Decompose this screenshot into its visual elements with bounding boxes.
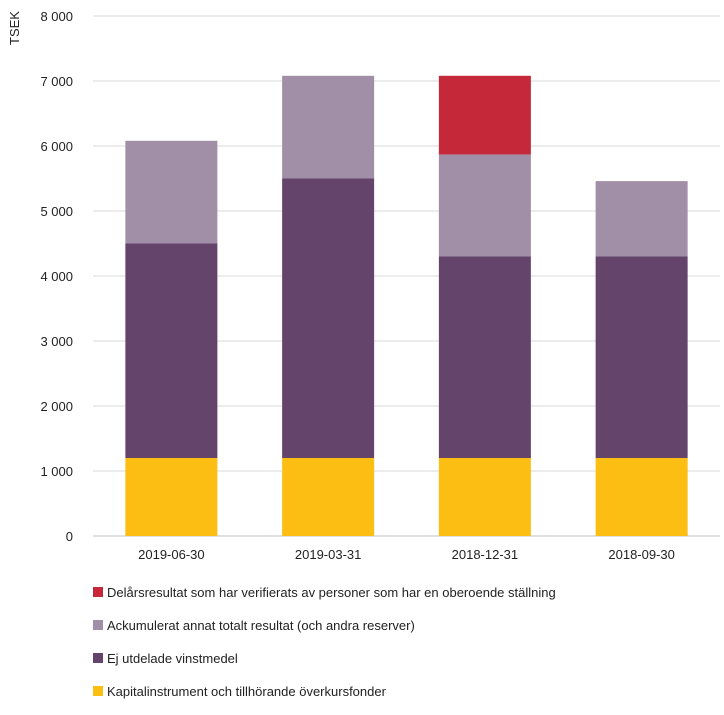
x-tick-label: 2019-03-31 (295, 547, 362, 562)
stacked-bar-chart: 0 1 000 2 000 3 000 4 000 5 000 6 000 7 000 8 00… (7, 9, 720, 562)
bars (125, 75, 688, 536)
bar-segment (438, 458, 531, 536)
bar-segment (595, 458, 688, 536)
y-tick-label: 7 000 (40, 74, 73, 89)
bar-segment (125, 243, 218, 458)
x-tick-label: 2018-09-30 (608, 547, 675, 562)
bar-segment (125, 140, 218, 244)
x-axis-ticks: 2019-06-30 2019-03-31 2018-12-31 2018-09-30 (138, 547, 675, 562)
bar-segment (438, 75, 531, 155)
legend-swatch (93, 686, 103, 696)
bar-segment (595, 181, 688, 257)
legend: Delårsresultat som har verifierats av pe… (93, 583, 556, 715)
legend-item: Ej utdelade vinstmedel (93, 649, 556, 667)
bar-segment (595, 256, 688, 458)
y-tick-label: 6 000 (40, 139, 73, 154)
bar-segment (438, 154, 531, 257)
legend-swatch (93, 620, 103, 630)
legend-swatch (93, 653, 103, 663)
y-tick-label: 8 000 (40, 9, 73, 24)
y-axis-ticks: 0 1 000 2 000 3 000 4 000 5 000 6 000 7 000 8 00… (40, 9, 73, 544)
y-tick-label: 2 000 (40, 399, 73, 414)
legend-label: Kapitalinstrument och tillhörande överku… (107, 683, 386, 699)
legend-item: Ackumulerat annat totalt resultat (och a… (93, 616, 556, 634)
legend-label: Ej utdelade vinstmedel (107, 650, 238, 666)
x-tick-label: 2018-12-31 (452, 547, 519, 562)
y-tick-label: 0 (66, 529, 73, 544)
bar-segment (282, 178, 375, 458)
legend-item: Kapitalinstrument och tillhörande överku… (93, 682, 556, 700)
bar-segment (125, 458, 218, 536)
y-axis-label: TSEK (7, 11, 22, 45)
x-tick-label: 2019-06-30 (138, 547, 205, 562)
legend-label: Delårsresultat som har verifierats av pe… (107, 584, 556, 600)
y-tick-label: 1 000 (40, 464, 73, 479)
y-tick-label: 5 000 (40, 204, 73, 219)
legend-label: Ackumulerat annat totalt resultat (och a… (107, 617, 415, 633)
bar-segment (282, 75, 375, 179)
legend-swatch (93, 587, 103, 597)
legend-item: Delårsresultat som har verifierats av pe… (93, 583, 556, 601)
y-tick-label: 3 000 (40, 334, 73, 349)
bar-segment (438, 256, 531, 458)
bar-segment (282, 458, 375, 536)
y-tick-label: 4 000 (40, 269, 73, 284)
